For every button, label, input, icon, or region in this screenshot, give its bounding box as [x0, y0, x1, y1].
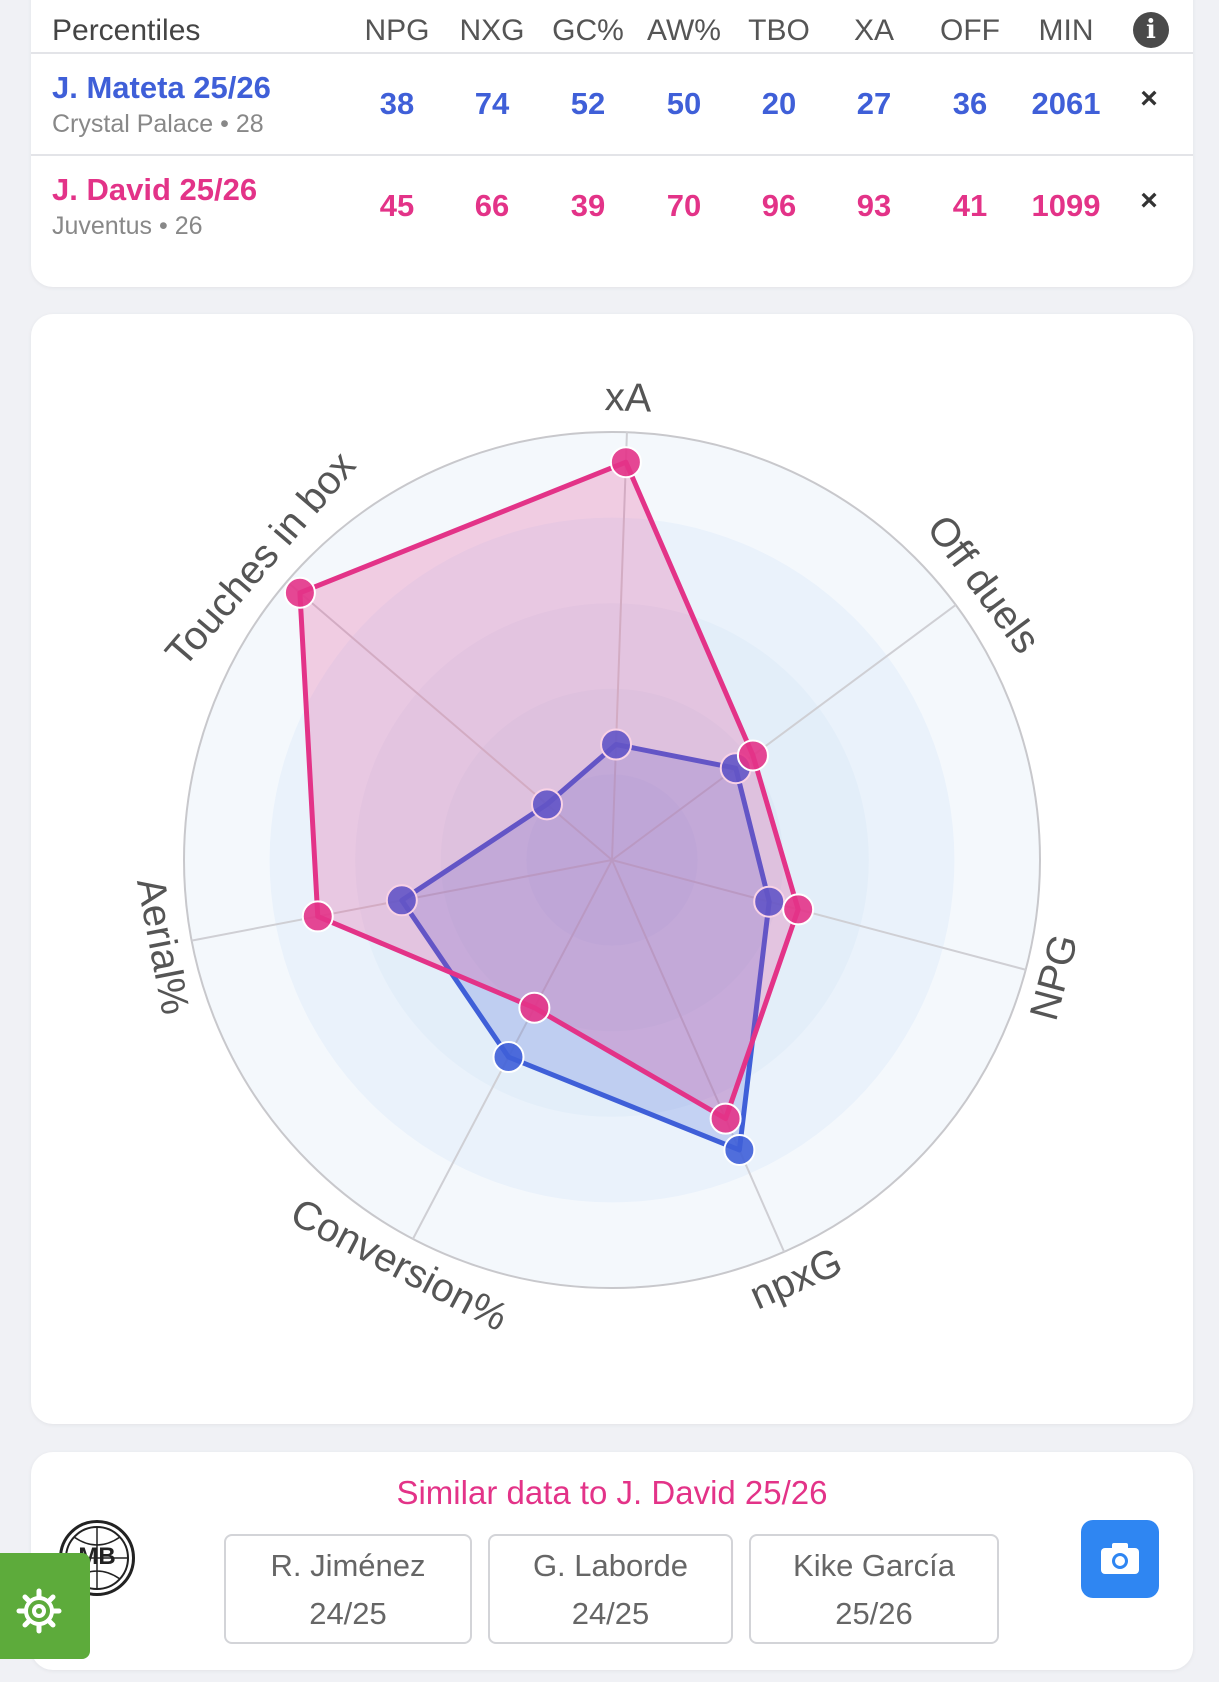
player-subtitle: Crystal Palace • 28 — [52, 110, 264, 138]
similar-player-button[interactable]: Kike García 25/26 — [749, 1534, 999, 1644]
col-header-gc[interactable]: GC% — [552, 14, 624, 47]
value-nxg: 66 — [474, 188, 510, 223]
radar-series — [283, 446, 815, 1166]
similar-player-season: 25/26 — [835, 1596, 913, 1631]
value-npg: 38 — [379, 86, 415, 121]
player-name[interactable]: J. Mateta 25/26 — [52, 70, 271, 105]
col-header-npg[interactable]: NPG — [364, 14, 430, 47]
radar-point[interactable] — [709, 1102, 742, 1135]
value-off: 41 — [952, 188, 988, 223]
value-min: 2061 — [1031, 86, 1101, 121]
similar-player-season: 24/25 — [309, 1596, 387, 1631]
info-icon[interactable]: i — [1133, 12, 1169, 48]
radar-point[interactable] — [492, 1041, 525, 1074]
radar-series-area — [297, 459, 801, 1122]
table-row[interactable]: J. Mateta 25/26 Crystal Palace • 28 38 7… — [31, 54, 1193, 156]
radar-spoke — [611, 604, 957, 861]
value-aw: 50 — [666, 86, 702, 121]
table-header: Percentiles NPG NXG GC% AW% TBO XA OFF M… — [31, 0, 1193, 54]
col-header-min[interactable]: MIN — [1038, 14, 1094, 47]
radar-spokes — [191, 432, 1026, 1253]
value-npg: 45 — [379, 188, 415, 223]
value-tbo: 96 — [761, 188, 797, 223]
percentiles-table: Percentiles NPG NXG GC% AW% TBO XA OFF M… — [31, 0, 1193, 287]
value-aw: 70 — [666, 188, 702, 223]
radar-chart-card: xA Off duels NPG npxG Conversion% Aerial% Touc… — [31, 314, 1193, 1424]
col-header-off[interactable]: OFF — [940, 14, 1000, 47]
radar-spoke — [611, 859, 1026, 971]
radar-point[interactable] — [723, 1133, 756, 1166]
similar-player-name: Kike García — [793, 1548, 955, 1583]
radar-series-area — [399, 742, 772, 1153]
radar-point[interactable] — [518, 991, 551, 1024]
value-xa: 27 — [856, 86, 892, 121]
value-min: 1099 — [1031, 188, 1101, 223]
player-subtitle: Juventus • 26 — [52, 212, 203, 240]
radar-spoke — [611, 432, 628, 861]
radar-axis-label: xA — [604, 375, 653, 421]
col-header-nxg[interactable]: NXG — [459, 14, 525, 47]
value-gc: 39 — [570, 188, 606, 223]
player-name[interactable]: J. David 25/26 — [52, 172, 258, 207]
radar-point[interactable] — [736, 739, 769, 772]
radar-outer-ring — [183, 431, 1041, 1289]
radar-point[interactable] — [609, 446, 642, 479]
similar-player-name: G. Laborde — [532, 1548, 689, 1583]
value-off: 36 — [952, 86, 988, 121]
similar-title: Similar data to J. David 25/26 — [396, 1474, 828, 1511]
similar-players-card: Similar data to J. David 25/26 MB R. Jim… — [31, 1452, 1193, 1670]
screenshot-button[interactable] — [1081, 1520, 1159, 1598]
camera-icon — [1101, 1543, 1139, 1574]
similar-player-button[interactable]: R. Jiménez 24/25 — [224, 1534, 472, 1644]
settings-button[interactable] — [0, 1553, 90, 1659]
remove-player-button[interactable]: × — [1140, 184, 1158, 217]
value-tbo: 20 — [761, 86, 797, 121]
radar-point[interactable] — [301, 900, 334, 933]
radar-point[interactable] — [385, 884, 418, 917]
radar-series-2 — [283, 446, 815, 1135]
gear-icon — [16, 1588, 62, 1634]
col-header-tbo[interactable]: TBO — [748, 14, 810, 47]
radar-point[interactable] — [530, 788, 563, 821]
radar-point[interactable] — [600, 728, 633, 761]
radar-spoke — [611, 859, 786, 1253]
col-header-aw[interactable]: AW% — [647, 14, 721, 47]
radar-point[interactable] — [283, 576, 316, 609]
similar-player-name: R. Jiménez — [270, 1548, 426, 1583]
radar-point[interactable] — [782, 893, 815, 926]
remove-player-button[interactable]: × — [1140, 82, 1158, 115]
col-header-xa[interactable]: XA — [853, 14, 895, 47]
similar-player-button[interactable]: G. Laborde 24/25 — [488, 1534, 733, 1644]
value-xa: 93 — [856, 188, 892, 223]
value-gc: 52 — [570, 86, 606, 121]
similar-player-season: 24/25 — [571, 1596, 650, 1631]
table-row[interactable]: J. David 25/26 Juventus • 26 45 66 39 70… — [31, 156, 1193, 256]
value-nxg: 74 — [474, 86, 510, 121]
table-title: Percentiles — [52, 14, 201, 47]
